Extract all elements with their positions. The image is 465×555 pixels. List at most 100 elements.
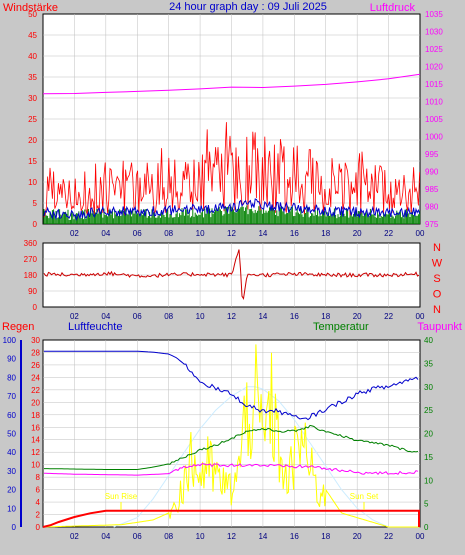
rain-line [42,509,420,528]
x-tick-label: 04 [101,229,110,238]
pressure-tick-label: 980 [425,203,439,212]
taupunkt-label: Taupunkt [417,321,462,333]
rain-tick-label: 30 [31,336,40,345]
pressure-tick-label: 990 [425,168,439,177]
x-tick-label: 10 [196,229,205,238]
pressure-tick-label: 1035 [425,10,443,19]
x-tick-label: 22 [384,532,393,541]
humidity-tick-label: 90 [7,355,16,364]
humidity-tick-label: 80 [7,373,16,382]
humidity-tick-label: 0 [12,523,17,532]
x-tick-label: 00 [416,532,425,541]
luftfeuchte-label: Luftfeuchte [68,321,122,333]
wind-tick-label: 40 [28,52,37,61]
solar-radiation-line [43,344,420,528]
wind-average-line [43,198,421,222]
compass-label: S [433,273,440,285]
x-tick-label: 10 [196,312,205,321]
temperature-tick-label: 35 [424,359,433,368]
wind-tick-label: 10 [28,178,37,187]
temperature-tick-label: 0 [424,523,429,532]
x-tick-label: 14 [258,532,267,541]
wind-tick-label: 0 [33,220,38,229]
humidity-tick-label: 20 [7,486,16,495]
pressure-tick-label: 985 [425,185,439,194]
pressure-tick-label: 1025 [425,45,443,54]
humidity-line [44,350,419,421]
windstaerke-label: Windstärke [3,2,58,14]
humidity-tick-label: 10 [7,504,16,513]
x-tick-label: 12 [227,229,236,238]
x-tick-label: 02 [70,532,79,541]
direction-tick-label: 180 [24,271,38,280]
compass-label: O [433,289,442,301]
pressure-line [42,73,421,95]
x-tick-label: 16 [290,312,299,321]
x-tick-label: 22 [384,312,393,321]
x-tick-label: 06 [133,532,142,541]
rain-tick-label: 12 [31,448,40,457]
chart-title: 24 hour graph day : 09 Juli 2025 [169,1,327,13]
wind-tick-label: 5 [33,199,38,208]
x-tick-label: 00 [416,312,425,321]
x-tick-label: 08 [164,312,173,321]
humidity-tick-label: 70 [7,392,16,401]
temperatur-label: Temperatur [313,321,369,333]
x-tick-label: 18 [321,312,330,321]
wind-tick-label: 35 [28,73,37,82]
x-tick-label: 14 [258,229,267,238]
rain-tick-label: 0 [36,523,41,532]
humidity-tick-label: 100 [3,336,17,345]
rain-tick-label: 18 [31,411,40,420]
pressure-tick-label: 995 [425,150,439,159]
x-tick-label: 04 [101,312,110,321]
direction-tick-label: 0 [33,303,38,312]
rain-tick-label: 28 [31,348,40,357]
x-tick-label: 10 [196,532,205,541]
temperature-tick-label: 15 [424,453,433,462]
humidity-tick-label: 40 [7,448,16,457]
wind-tick-label: 15 [28,157,37,166]
pressure-tick-label: 1005 [425,115,443,124]
pressure-tick-label: 1030 [425,28,443,37]
rain-tick-label: 4 [36,498,41,507]
rain-tick-label: 6 [36,486,41,495]
rain-tick-label: 22 [31,386,40,395]
x-tick-label: 06 [133,312,142,321]
x-tick-label: 06 [133,229,142,238]
x-tick-label: 04 [101,532,110,541]
humidity-tick-label: 50 [7,430,16,439]
x-tick-label: 12 [227,312,236,321]
luftdruck-label: Luftdruck [370,2,416,14]
pressure-tick-label: 1000 [425,133,443,142]
x-tick-label: 08 [164,229,173,238]
temperature-tick-label: 25 [424,406,433,415]
x-tick-label: 18 [321,229,330,238]
pressure-tick-label: 975 [425,220,439,229]
x-tick-label: 18 [321,532,330,541]
compass-label: N [433,242,441,254]
compass-label: N [433,304,441,316]
rain-tick-label: 16 [31,423,40,432]
regen-label: Regen [2,321,34,333]
x-tick-label: 08 [164,532,173,541]
rain-tick-label: 20 [31,398,40,407]
pressure-tick-label: 1010 [425,98,443,107]
wind-tick-label: 45 [28,31,37,40]
wind-direction-line [43,249,420,301]
x-tick-label: 14 [258,312,267,321]
x-tick-label: 02 [70,229,79,238]
humidity-tick-label: 30 [7,467,16,476]
dewpoint-line [44,463,419,476]
sunset-label: Sun Set [350,492,379,501]
rain-tick-label: 10 [31,461,40,470]
x-tick-label: 12 [227,532,236,541]
temperature-tick-label: 20 [424,430,433,439]
humidity-tick-label: 60 [7,411,16,420]
wind-tick-label: 30 [28,94,37,103]
direction-tick-label: 360 [24,239,38,248]
x-tick-label: 16 [290,532,299,541]
x-tick-label: 02 [70,312,79,321]
x-tick-label: 20 [353,229,362,238]
gust-line [43,122,420,218]
